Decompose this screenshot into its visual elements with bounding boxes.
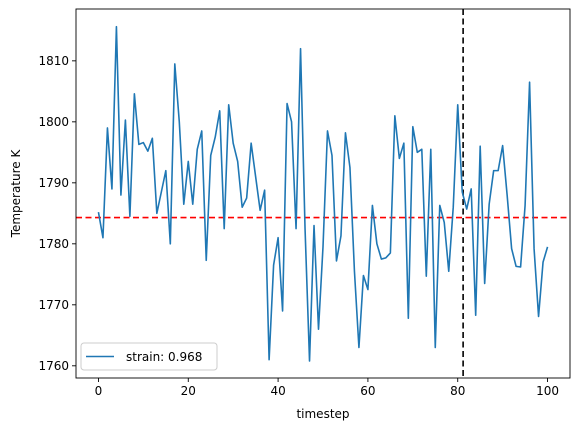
x-axis-label: timestep bbox=[296, 407, 349, 421]
x-tick-label: 20 bbox=[181, 384, 196, 398]
y-tick-label: 1760 bbox=[38, 359, 69, 373]
y-axis-ticks: 1760 1770 1780 1790 1800 1810 bbox=[38, 54, 76, 373]
x-tick-label: 80 bbox=[450, 384, 465, 398]
y-tick-label: 1800 bbox=[38, 115, 69, 129]
legend-label: strain: 0.968 bbox=[126, 350, 202, 364]
x-axis-ticks: 0 20 40 60 80 100 bbox=[95, 378, 559, 398]
legend-box bbox=[80, 342, 218, 371]
y-tick-label: 1810 bbox=[38, 54, 69, 68]
x-tick-label: 100 bbox=[536, 384, 559, 398]
y-tick-label: 1780 bbox=[38, 237, 69, 251]
series-line-strain bbox=[97, 25, 549, 362]
y-axis-label: Temperature K bbox=[9, 149, 23, 239]
x-tick-label: 0 bbox=[95, 384, 103, 398]
x-tick-label: 60 bbox=[360, 384, 375, 398]
y-tick-label: 1790 bbox=[38, 176, 69, 190]
plot-background bbox=[76, 9, 570, 378]
x-tick-label: 40 bbox=[270, 384, 285, 398]
y-tick-label: 1770 bbox=[38, 298, 69, 312]
plot-frame bbox=[75, 8, 571, 379]
legend: strain: 0.968 bbox=[80, 342, 218, 371]
